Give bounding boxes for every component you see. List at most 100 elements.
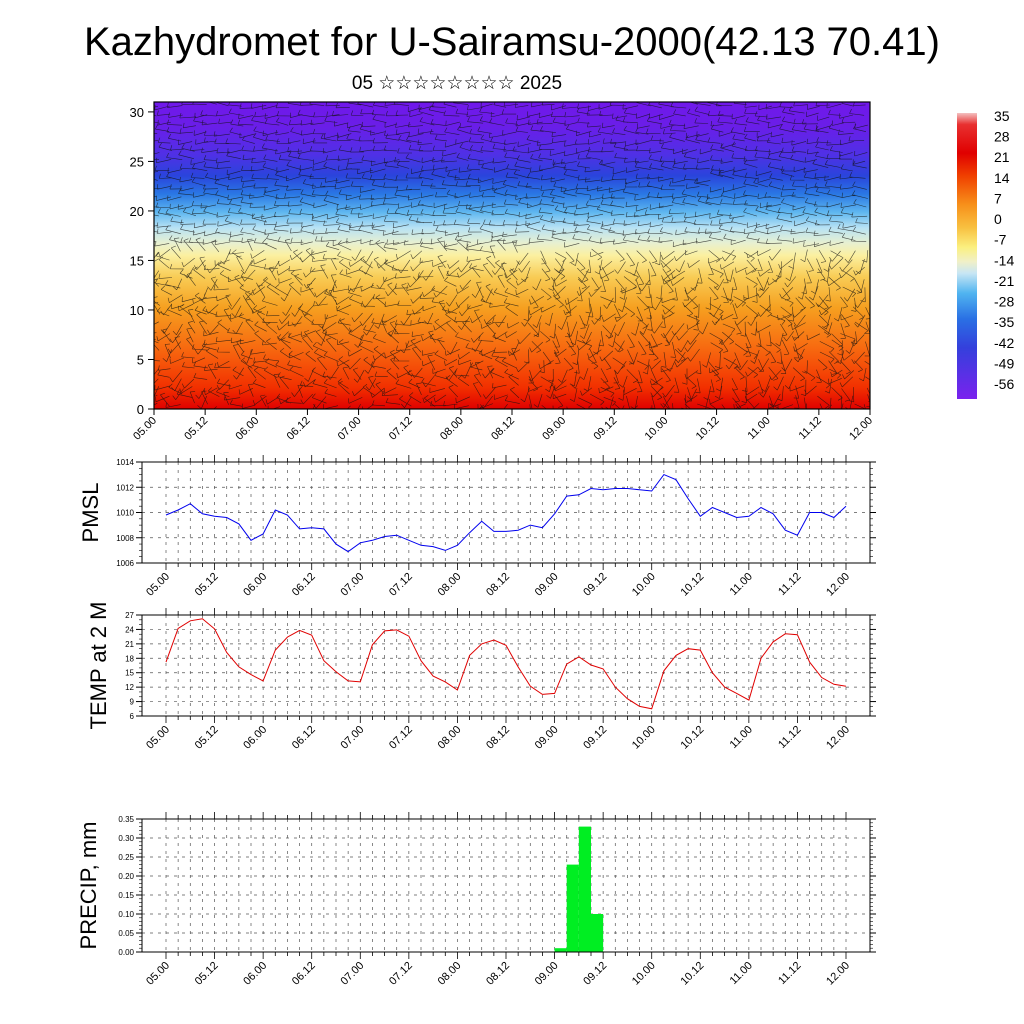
x-tick-label: 06.00 [241, 571, 269, 599]
colorbar-label: -49 [994, 355, 1014, 371]
y-tick-label: 15 [125, 669, 134, 678]
cross-section-chart: 0 5 10 15 20 25 30 05.00 05.12 06.00 06.12 07.00 07… [130, 101, 875, 443]
cs-x-tick-label: 06.00 [233, 415, 261, 443]
y-tick-label: 1012 [116, 483, 134, 492]
x-tick-label: 05.12 [193, 724, 221, 752]
x-tick-label: 06.12 [290, 960, 318, 988]
cs-x-tick-label: 06.12 [285, 415, 313, 443]
y-tick-label: 9 [130, 698, 135, 707]
pmsl-chart: 1006 1008 1010 1012 1014 05.00 05.12 06.00 06.12… [78, 455, 876, 599]
x-tick-label: 08.12 [484, 571, 512, 599]
cs-x-tick-label: 05.00 [131, 415, 159, 443]
page-title: Kazhydromet for U-Sairamsu-2000(42.13 70… [84, 20, 940, 64]
cs-x-tick-label: 08.00 [438, 415, 466, 443]
colorbar-label: -21 [994, 273, 1014, 289]
colorbar-label: 14 [994, 170, 1010, 186]
y-tick-label: 1010 [116, 509, 134, 518]
cs-x-tick-label: 10.12 [694, 415, 722, 443]
x-tick-label: 07.12 [387, 960, 415, 988]
x-tick-label: 06.00 [241, 724, 269, 752]
cs-y-tick-label: 20 [130, 204, 144, 219]
cs-x-tick-label: 11.00 [745, 415, 772, 442]
temperature-field [154, 102, 870, 409]
x-tick-label: 06.12 [290, 571, 318, 599]
x-tick-label: 05.12 [193, 571, 221, 599]
cross-section-y-axis: 0 5 10 15 20 25 30 [130, 105, 154, 417]
x-tick-label: 07.00 [338, 724, 366, 752]
x-tick-label: 07.00 [338, 571, 366, 599]
series-line [165, 473, 847, 553]
y-tick-label: 1014 [116, 458, 134, 467]
y-tick-label: 6 [130, 712, 135, 721]
colorbar: 35 28 21 14 7 0 -7 -14 -21 -28 -35 -42 -49 -56 [957, 108, 1014, 399]
cs-x-tick-label: 07.00 [336, 415, 364, 443]
x-tick-label: 08.12 [484, 960, 512, 988]
colorbar-label: -35 [994, 314, 1014, 330]
y-tick-label: 0.10 [118, 910, 134, 919]
y-axis-title: TEMP at 2 M [86, 602, 111, 730]
x-tick-label: 10.00 [630, 960, 658, 988]
cs-x-tick-label: 07.12 [387, 415, 415, 443]
y-tick-label: 0.15 [118, 891, 134, 900]
cs-x-tick-label: 12.00 [847, 415, 875, 443]
y-tick-label: 0.20 [118, 872, 134, 881]
x-tick-label: 10.00 [630, 724, 658, 752]
cs-x-tick-label: 08.12 [489, 415, 517, 443]
cs-x-tick-label: 05.12 [182, 415, 210, 443]
x-tick-label: 10.12 [678, 571, 706, 599]
x-tick-label: 10.12 [678, 960, 706, 988]
x-tick-label: 12.00 [824, 571, 852, 599]
colorbar-label: 7 [994, 190, 1002, 206]
x-tick-label: 07.12 [387, 571, 415, 599]
colorbar-label: 0 [994, 211, 1002, 227]
precip-bar [591, 914, 604, 952]
precip-bar [566, 864, 579, 952]
y-axis-title: PMSL [78, 483, 103, 543]
cs-y-tick-label: 30 [130, 105, 144, 120]
x-tick-label: 10.12 [678, 724, 706, 752]
colorbar-label: 28 [994, 129, 1010, 145]
y-tick-label: 18 [125, 654, 134, 663]
wind-barbs [154, 102, 870, 409]
colorbar-label: 35 [994, 108, 1010, 124]
x-tick-label: 12.00 [824, 724, 852, 752]
x-tick-label: 11.12 [776, 724, 803, 751]
cross-section-x-axis: 05.00 05.12 06.00 06.12 07.00 07.12 08.00 08.12… [131, 409, 875, 443]
colorbar-label: -28 [994, 294, 1014, 310]
x-tick-label: 07.00 [338, 960, 366, 988]
x-tick-label: 11.12 [776, 571, 803, 598]
y-tick-label: 1008 [116, 534, 134, 543]
wind-barb-field [154, 102, 870, 409]
x-tick-label: 09.12 [581, 960, 609, 988]
cs-x-tick-label: 09.00 [540, 415, 568, 443]
cs-x-tick-label: 11.12 [797, 415, 824, 442]
x-tick-label: 06.12 [290, 724, 318, 752]
y-tick-label: 0.00 [118, 948, 134, 957]
x-tick-label: 11.00 [728, 724, 755, 751]
cs-y-tick-label: 0 [137, 402, 144, 417]
x-tick-label: 09.12 [581, 724, 609, 752]
precip-bar [578, 826, 591, 952]
y-tick-label: 0.30 [118, 834, 134, 843]
y-tick-label: 0.25 [118, 853, 134, 862]
cs-y-tick-label: 5 [137, 352, 144, 367]
x-tick-label: 09.00 [533, 724, 561, 752]
colorbar-label: -42 [994, 335, 1014, 351]
x-tick-label: 11.00 [728, 571, 755, 598]
x-tick-label: 08.00 [436, 960, 464, 988]
x-tick-label: 08.00 [436, 571, 464, 599]
colorbar-bar [957, 113, 977, 399]
x-tick-label: 05.00 [144, 960, 172, 988]
y-tick-label: 1006 [116, 559, 134, 568]
x-tick-label: 11.12 [776, 960, 803, 987]
precip-bar [554, 948, 567, 952]
temp2m-chart: 6 9 12 15 18 21 24 27 05.00 05.12 06.00 06.12 07.00 0… [86, 602, 876, 752]
x-tick-label: 09.12 [581, 571, 609, 599]
x-tick-label: 07.12 [387, 724, 415, 752]
colorbar-label: 21 [994, 149, 1010, 165]
x-tick-label: 10.00 [630, 571, 658, 599]
x-tick-label: 09.00 [533, 960, 561, 988]
cs-y-tick-label: 15 [130, 253, 144, 268]
cs-x-tick-label: 09.12 [591, 415, 619, 443]
